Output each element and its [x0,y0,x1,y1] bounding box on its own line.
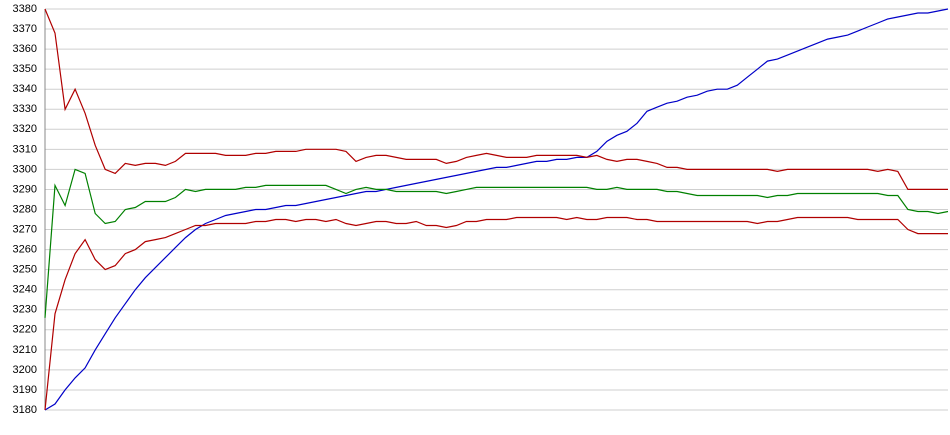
y-tick-label: 3210 [13,344,37,356]
y-tick-label: 3310 [13,143,37,155]
y-tick-label: 3180 [13,404,37,416]
y-tick-label: 3220 [13,324,37,336]
y-tick-label: 3260 [13,244,37,256]
y-tick-label: 3350 [13,63,37,75]
y-tick-label: 3370 [13,23,37,35]
series-line [44,168,949,318]
y-tick-label: 3290 [13,183,37,195]
y-tick-label: 3190 [13,384,37,396]
y-tick-label: 3250 [13,264,37,276]
series-line [44,216,948,411]
y-tick-label: 3380 [13,3,37,15]
y-tick-label: 3200 [13,364,37,376]
y-tick-label: 3360 [13,43,37,55]
series-line [44,8,948,190]
y-tick-label: 3340 [13,83,37,95]
y-tick-label: 3330 [13,103,37,115]
y-tick-label: 3230 [13,304,37,316]
series-line [44,8,949,411]
y-tick-label: 3300 [13,163,37,175]
y-tick-label: 3270 [13,223,37,235]
y-tick-label: 3280 [13,203,37,215]
y-tick-label: 3240 [13,284,37,296]
y-tick-label: 3320 [13,123,37,135]
